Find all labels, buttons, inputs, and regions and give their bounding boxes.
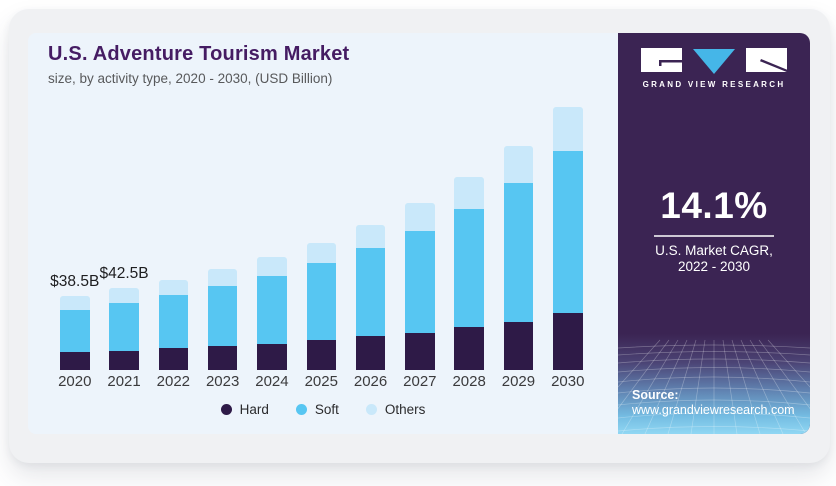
bar-2025 [306, 242, 336, 370]
x-axis-label-2022: 2022 [156, 373, 191, 390]
value-label-2021: $42.5B [99, 264, 149, 282]
legend-label-others: Others [384, 402, 426, 417]
bar-2029 [503, 145, 534, 370]
cagr-value: 14.1% [660, 185, 768, 226]
cagr-label-line2: 2022 - 2030 [677, 259, 751, 274]
x-axis-label-2027: 2027 [403, 373, 437, 390]
legend-dot-soft-icon [295, 404, 307, 415]
bar-segment-others-2024 [257, 257, 287, 277]
legend-item-hard: Hard [220, 402, 269, 417]
bar-2028 [454, 177, 484, 370]
source-block: Source: www.grandviewresearch.com [632, 388, 795, 418]
bar-segment-soft-2025 [306, 262, 336, 341]
bar-segment-hard-2022 [158, 348, 189, 370]
x-axis-label-2026: 2026 [353, 373, 388, 390]
brand-name: GRAND VIEW RESEARCH [642, 80, 786, 89]
infographic-card: U.S. Adventure Tourism Market size, by a… [9, 9, 830, 463]
chart-plot: 2020 $38.5B 2021 $42.5B 2022 2023 2024 2025 2026… [28, 33, 618, 434]
bar-2030 [553, 106, 583, 370]
value-label-2020: $38.5B [50, 272, 100, 290]
bar-2023 [207, 269, 238, 370]
bar-2021 [109, 288, 139, 370]
cagr-label-line1: U.S. Market CAGR, [655, 243, 773, 258]
x-axis-label-2021: 2021 [107, 373, 141, 390]
brand-panel: GRAND VIEW RESEARCH 14.1% U.S. Market CA… [618, 33, 810, 434]
legend-item-soft: Soft [295, 402, 339, 417]
cagr-divider [654, 235, 774, 237]
bar-segment-others-2027 [405, 202, 435, 232]
bar-segment-soft-2021 [109, 303, 139, 351]
bar-segment-others-2020 [60, 295, 90, 310]
bar-segment-others-2021 [109, 288, 139, 304]
bar-2027 [405, 202, 435, 370]
x-axis-label-2020: 2020 [58, 373, 92, 390]
bar-segment-soft-2020 [60, 309, 90, 352]
chart-panel: U.S. Adventure Tourism Market size, by a… [28, 33, 618, 434]
source-url-link[interactable]: www.grandviewresearch.com [632, 403, 795, 417]
bar-segment-hard-2027 [405, 332, 435, 370]
logo-v-icon [693, 49, 735, 74]
bar-segment-others-2025 [306, 242, 336, 263]
x-axis-label-2023: 2023 [205, 373, 240, 390]
bar-segment-others-2030 [553, 106, 583, 151]
bar-segment-hard-2024 [257, 343, 287, 370]
source-label: Source: [632, 388, 679, 402]
chart-title: U.S. Adventure Tourism Market [48, 43, 350, 65]
bar-segment-others-2028 [454, 177, 484, 210]
bar-segment-soft-2023 [207, 286, 238, 347]
grand-view-research-logo-icon [641, 48, 789, 74]
bar-segment-soft-2027 [405, 231, 435, 333]
chart-legend: Hard Soft Others [28, 402, 618, 417]
x-axis-label-2028: 2028 [452, 373, 486, 390]
x-axis-label-2030: 2030 [551, 373, 585, 390]
mesh-decoration [618, 334, 810, 434]
wireframe-grid-icon [618, 339, 810, 434]
bar-segment-hard-2030 [553, 313, 583, 370]
bar-segment-hard-2023 [207, 346, 238, 370]
bar-segment-hard-2026 [355, 336, 386, 370]
bar-segment-soft-2029 [503, 182, 534, 322]
bar-segment-soft-2026 [355, 248, 386, 337]
bar-segment-hard-2029 [503, 321, 534, 370]
bar-segment-others-2023 [207, 269, 238, 287]
bar-segment-hard-2028 [454, 327, 484, 370]
bar-segment-hard-2025 [306, 340, 336, 370]
legend-label-soft: Soft [314, 402, 339, 417]
legend-dot-hard-icon [220, 404, 232, 415]
bar-2022 [158, 280, 189, 370]
bar-segment-others-2026 [355, 225, 386, 249]
cagr-label: U.S. Market CAGR, 2022 - 2030 [618, 243, 810, 275]
bar-segment-soft-2030 [553, 150, 583, 314]
legend-item-others: Others [365, 402, 426, 417]
bar-segment-soft-2028 [454, 209, 484, 328]
bar-segment-others-2022 [158, 280, 189, 296]
x-axis-label-2025: 2025 [304, 373, 338, 390]
bar-segment-hard-2020 [60, 351, 90, 370]
legend-label-hard: Hard [239, 402, 269, 417]
chart-subtitle: size, by activity type, 2020 - 2030, (US… [48, 71, 333, 86]
legend-dot-others-icon [365, 404, 377, 415]
bar-segment-soft-2022 [158, 295, 189, 349]
bar-segment-others-2029 [503, 145, 534, 183]
bar-2020 [60, 295, 90, 370]
bar-2024 [257, 257, 287, 370]
x-axis-label-2029: 2029 [501, 373, 536, 390]
bar-2026 [355, 225, 386, 370]
bar-segment-hard-2021 [109, 350, 139, 370]
bar-segment-soft-2024 [257, 276, 287, 344]
x-axis-label-2024: 2024 [255, 373, 289, 390]
